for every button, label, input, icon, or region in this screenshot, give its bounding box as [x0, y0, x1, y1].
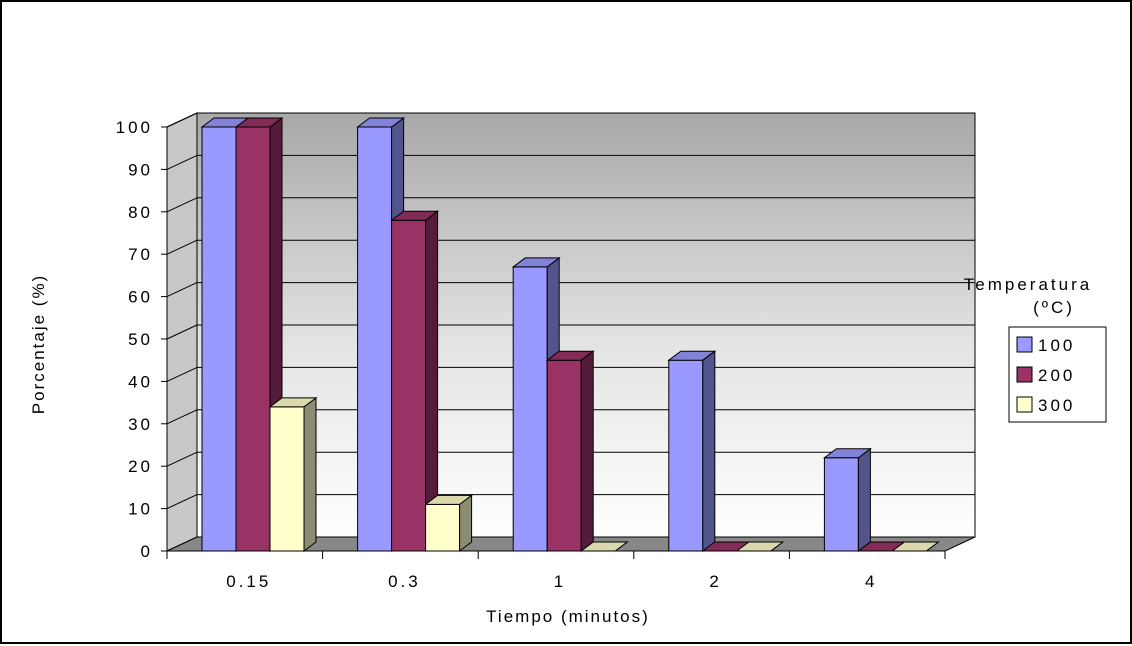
- bar: [822, 447, 872, 552]
- x-tick-label: 1: [554, 572, 566, 591]
- bar: [545, 350, 595, 552]
- y-tick-label: 60: [128, 288, 153, 307]
- gridline-side: [166, 282, 198, 298]
- bar: [268, 396, 318, 552]
- bar: [234, 117, 284, 552]
- y-tick-label: 0: [141, 542, 153, 561]
- legend-label: 200: [1038, 366, 1075, 385]
- gridline-side: [166, 409, 198, 425]
- gridline-side: [166, 451, 198, 467]
- bar: [735, 541, 785, 552]
- bars: [200, 117, 940, 552]
- y-tick-label: 30: [128, 415, 153, 434]
- x-tick-label: 0.15: [226, 572, 271, 591]
- gridline-side: [166, 494, 198, 510]
- x-tick-label: 0.3: [388, 572, 421, 591]
- y-axis-title: Porcentaje (%): [29, 274, 48, 414]
- y-tick-label: 70: [128, 245, 153, 264]
- bar: [667, 350, 717, 552]
- y-tick-label: 20: [128, 457, 153, 476]
- y-tick-label: 40: [128, 372, 153, 391]
- legend-title-line1: Temperatura: [964, 275, 1092, 294]
- legend-label: 300: [1038, 396, 1075, 415]
- gridlines: [166, 112, 975, 510]
- bar: [890, 541, 940, 552]
- x-tick-label: 4: [865, 572, 877, 591]
- x-axis-title: Tiempo (minutos): [486, 607, 650, 626]
- gridline-side: [166, 324, 198, 340]
- bar: [424, 494, 474, 552]
- gridline-side: [166, 366, 198, 382]
- y-tick-label: 10: [128, 500, 153, 519]
- bar: [579, 541, 629, 552]
- y-tick-label: 100: [116, 118, 153, 137]
- y-tick-label: 90: [128, 160, 153, 179]
- gridline-side: [166, 112, 198, 128]
- gridline-side: [166, 154, 198, 170]
- legend-swatch: [1016, 396, 1033, 413]
- y-tick-label: 50: [128, 330, 153, 349]
- legend: Temperatura (ºC) 100 200 300: [964, 275, 1107, 423]
- legend-swatch: [1016, 366, 1033, 383]
- x-tick-label: 2: [709, 572, 721, 591]
- y-tick-label: 80: [128, 203, 153, 222]
- bar: [390, 210, 440, 552]
- legend-label: 100: [1038, 336, 1075, 355]
- labels: Tiempo (minutos) Porcentaje (%) 0 10 20 30 4…: [29, 118, 877, 626]
- gridline-side: [166, 197, 198, 213]
- gridline-side: [166, 239, 198, 255]
- legend-title-line2: (ºC): [1033, 298, 1075, 317]
- legend-swatch: [1016, 336, 1033, 353]
